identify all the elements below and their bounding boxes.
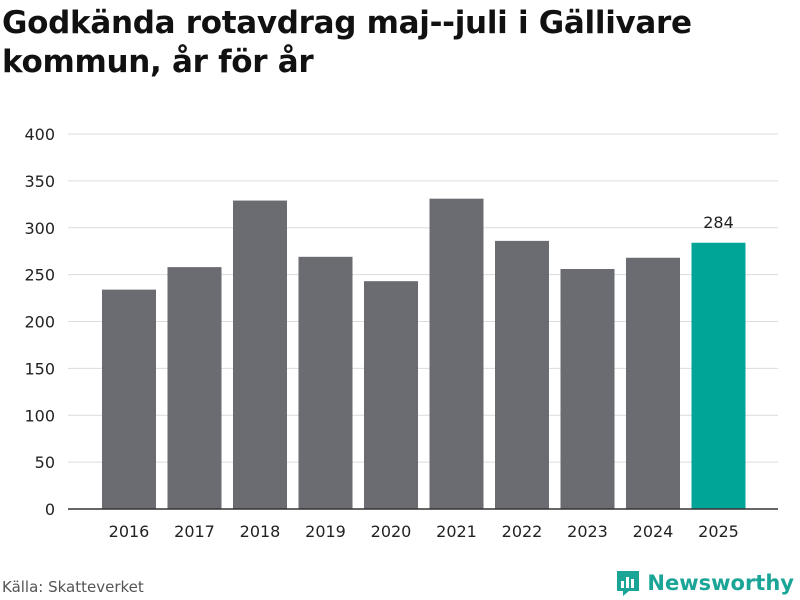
bar: [429, 198, 484, 509]
x-tick-label: 2024: [633, 522, 674, 541]
y-tick-label: 200: [24, 313, 55, 332]
x-tick-label: 2017: [174, 522, 215, 541]
y-tick-label: 400: [24, 125, 55, 144]
bar: [102, 289, 156, 509]
brand-logo: Newsworthy: [615, 568, 794, 598]
bar: [691, 242, 746, 509]
bar: [560, 269, 615, 509]
bar: [233, 200, 287, 509]
bar-chart-logo-icon: [617, 571, 640, 596]
y-tick-label: 300: [24, 219, 55, 238]
data-label: 284: [703, 213, 734, 232]
x-tick-label: 2025: [698, 522, 739, 541]
source-note: Källa: Skatteverket: [2, 578, 144, 596]
y-tick-label: 350: [24, 172, 55, 191]
y-tick-label: 250: [24, 266, 55, 285]
x-tick-label: 2022: [502, 522, 543, 541]
bar: [364, 281, 418, 509]
y-tick-label: 0: [45, 500, 55, 519]
chart-title: Godkända rotavdrag maj--juli i Gällivare…: [2, 5, 692, 80]
bar: [626, 257, 680, 509]
brand-name: Newsworthy: [647, 571, 794, 595]
x-tick-label: 2019: [305, 522, 346, 541]
bar: [495, 240, 549, 509]
bar: [298, 256, 353, 509]
y-tick-label: 100: [24, 406, 55, 425]
x-tick-label: 2020: [371, 522, 412, 541]
x-tick-label: 2021: [436, 522, 477, 541]
x-tick-label: 2016: [109, 522, 150, 541]
x-tick-label: 2023: [567, 522, 608, 541]
y-tick-label: 50: [35, 453, 55, 472]
x-tick-label: 2018: [240, 522, 281, 541]
y-tick-label: 150: [24, 359, 55, 378]
bar: [167, 267, 222, 509]
